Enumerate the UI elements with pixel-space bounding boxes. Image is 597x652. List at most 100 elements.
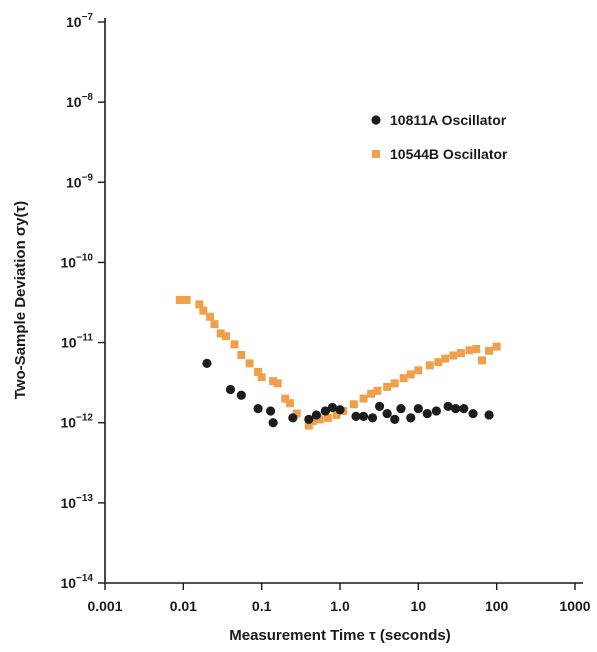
y-tick-label: 10−9 — [66, 172, 93, 190]
data-point — [225, 384, 236, 395]
data-point — [449, 351, 458, 360]
data-point — [175, 295, 184, 304]
data-point — [254, 367, 263, 376]
data-point — [443, 401, 453, 411]
y-tick-base: 10 — [60, 415, 76, 431]
x-tick-label: 10 — [411, 598, 427, 614]
data-point — [195, 300, 204, 309]
data-point — [304, 414, 314, 424]
data-point — [245, 359, 254, 368]
y-tick-base: 10 — [66, 14, 82, 30]
data-point — [292, 409, 301, 418]
data-point — [382, 408, 392, 419]
legend-marker — [371, 115, 381, 125]
data-point — [468, 408, 478, 419]
y-tick-exponent: −12 — [76, 413, 93, 424]
data-point — [286, 399, 295, 408]
data-point — [351, 411, 361, 421]
data-point — [367, 413, 378, 423]
data-point — [472, 345, 481, 354]
data-point — [413, 404, 423, 414]
data-point — [268, 418, 278, 428]
y-tick-base: 10 — [66, 174, 82, 190]
axes — [104, 18, 583, 584]
data-point — [253, 404, 263, 414]
y-tick-exponent: −8 — [82, 92, 94, 103]
data-point — [485, 346, 494, 355]
data-point — [320, 406, 330, 416]
data-point — [396, 404, 406, 414]
data-point — [237, 350, 246, 359]
x-tick-label: 0.1 — [252, 598, 272, 614]
data-point — [311, 410, 322, 420]
y-tick-exponent: −11 — [77, 333, 94, 344]
y-tick-exponent: −9 — [82, 172, 94, 183]
legend-label: 10544B Oscillator — [390, 146, 508, 162]
y-tick-base: 10 — [61, 335, 77, 351]
data-point — [257, 373, 266, 382]
data-point — [406, 370, 415, 379]
data-point — [441, 354, 450, 363]
data-points — [175, 295, 501, 430]
data-point — [273, 379, 282, 388]
x-tick-label: 100 — [485, 598, 509, 614]
legend-label: 10811A Oscillator — [390, 112, 507, 128]
ticks: 0.001 0.01 0.1 1.0 10 100 100010−710−810−910−1… — [60, 12, 590, 614]
data-point — [492, 342, 501, 351]
data-point — [399, 374, 408, 383]
legend-marker — [372, 150, 380, 158]
data-point — [374, 401, 385, 411]
data-point — [373, 386, 382, 395]
data-point — [358, 411, 369, 421]
data-point — [406, 413, 416, 423]
data-point — [304, 421, 313, 430]
data-point — [414, 366, 423, 375]
data-point — [230, 340, 239, 349]
data-point — [202, 358, 212, 368]
data-point — [216, 329, 225, 338]
data-point — [182, 295, 191, 304]
y-tick-exponent: −10 — [76, 252, 93, 263]
y-tick-base: 10 — [60, 575, 76, 591]
data-point — [335, 405, 345, 415]
y-tick-exponent: −7 — [82, 12, 94, 23]
y-axis-label: Two-Sample Deviation σy(τ) — [12, 201, 29, 399]
y-tick-exponent: −13 — [76, 493, 93, 504]
data-point — [431, 406, 441, 416]
data-point — [206, 312, 215, 321]
y-tick-base: 10 — [60, 495, 76, 511]
data-point — [367, 389, 376, 398]
x-tick-label: 1.0 — [330, 598, 350, 614]
y-tick-label: 10−14 — [60, 573, 93, 591]
series-1 — [202, 358, 494, 428]
data-point — [456, 349, 465, 358]
data-point — [478, 356, 487, 365]
data-point — [422, 408, 432, 419]
data-point — [323, 413, 332, 422]
x-tick-label: 0.001 — [87, 598, 122, 614]
y-tick-base: 10 — [60, 254, 76, 270]
y-tick-label: 10−12 — [60, 413, 93, 431]
y-tick-label: 10−7 — [66, 12, 93, 30]
legend: 10811A Oscillator 10544B Oscillator — [371, 112, 508, 162]
data-point — [383, 382, 392, 391]
y-tick-label: 10−8 — [66, 92, 93, 110]
data-point — [236, 390, 246, 400]
y-tick-label: 10−10 — [60, 252, 93, 270]
data-point — [465, 346, 474, 355]
y-tick-exponent: −14 — [76, 573, 93, 584]
data-point — [327, 402, 338, 413]
data-point — [484, 410, 494, 420]
x-tick-label: 0.01 — [170, 598, 197, 614]
data-point — [199, 306, 208, 315]
data-point — [332, 410, 341, 419]
x-axis-label: Measurement Time τ (seconds) — [229, 627, 450, 644]
data-point — [434, 358, 443, 367]
x-tick-label: 1000 — [559, 598, 590, 614]
y-tick-label: 10−13 — [60, 493, 93, 511]
data-point — [390, 414, 400, 424]
data-point — [269, 377, 278, 386]
data-point — [288, 413, 298, 423]
